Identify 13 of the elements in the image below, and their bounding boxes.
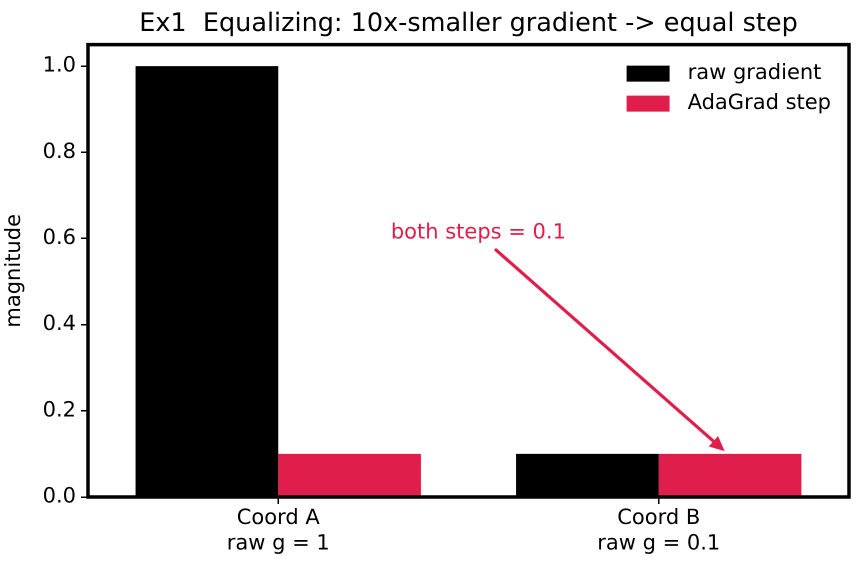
annotation: both steps = 0.1 — [390, 219, 566, 244]
chart-title: Ex1 Equalizing: 10x-smaller gradient -> equal step — [139, 8, 798, 38]
y-tick-label: 0.4 — [42, 311, 76, 336]
y-tick-label: 0.2 — [42, 397, 76, 422]
y-axis-title: magnitude — [1, 214, 26, 328]
y-tick-label: 1.0 — [42, 52, 76, 77]
x-tick-label: Coord A raw g = 1 — [226, 505, 330, 554]
y-tick-label: 0.8 — [42, 138, 76, 163]
legend-label: AdaGrad step — [688, 90, 832, 114]
legend-label: raw gradient — [688, 60, 822, 84]
y-tick-label: 0.6 — [42, 224, 76, 249]
x-tick-label: Coord B raw g = 0.1 — [597, 505, 720, 554]
y-tick-label: 0.0 — [42, 483, 76, 508]
